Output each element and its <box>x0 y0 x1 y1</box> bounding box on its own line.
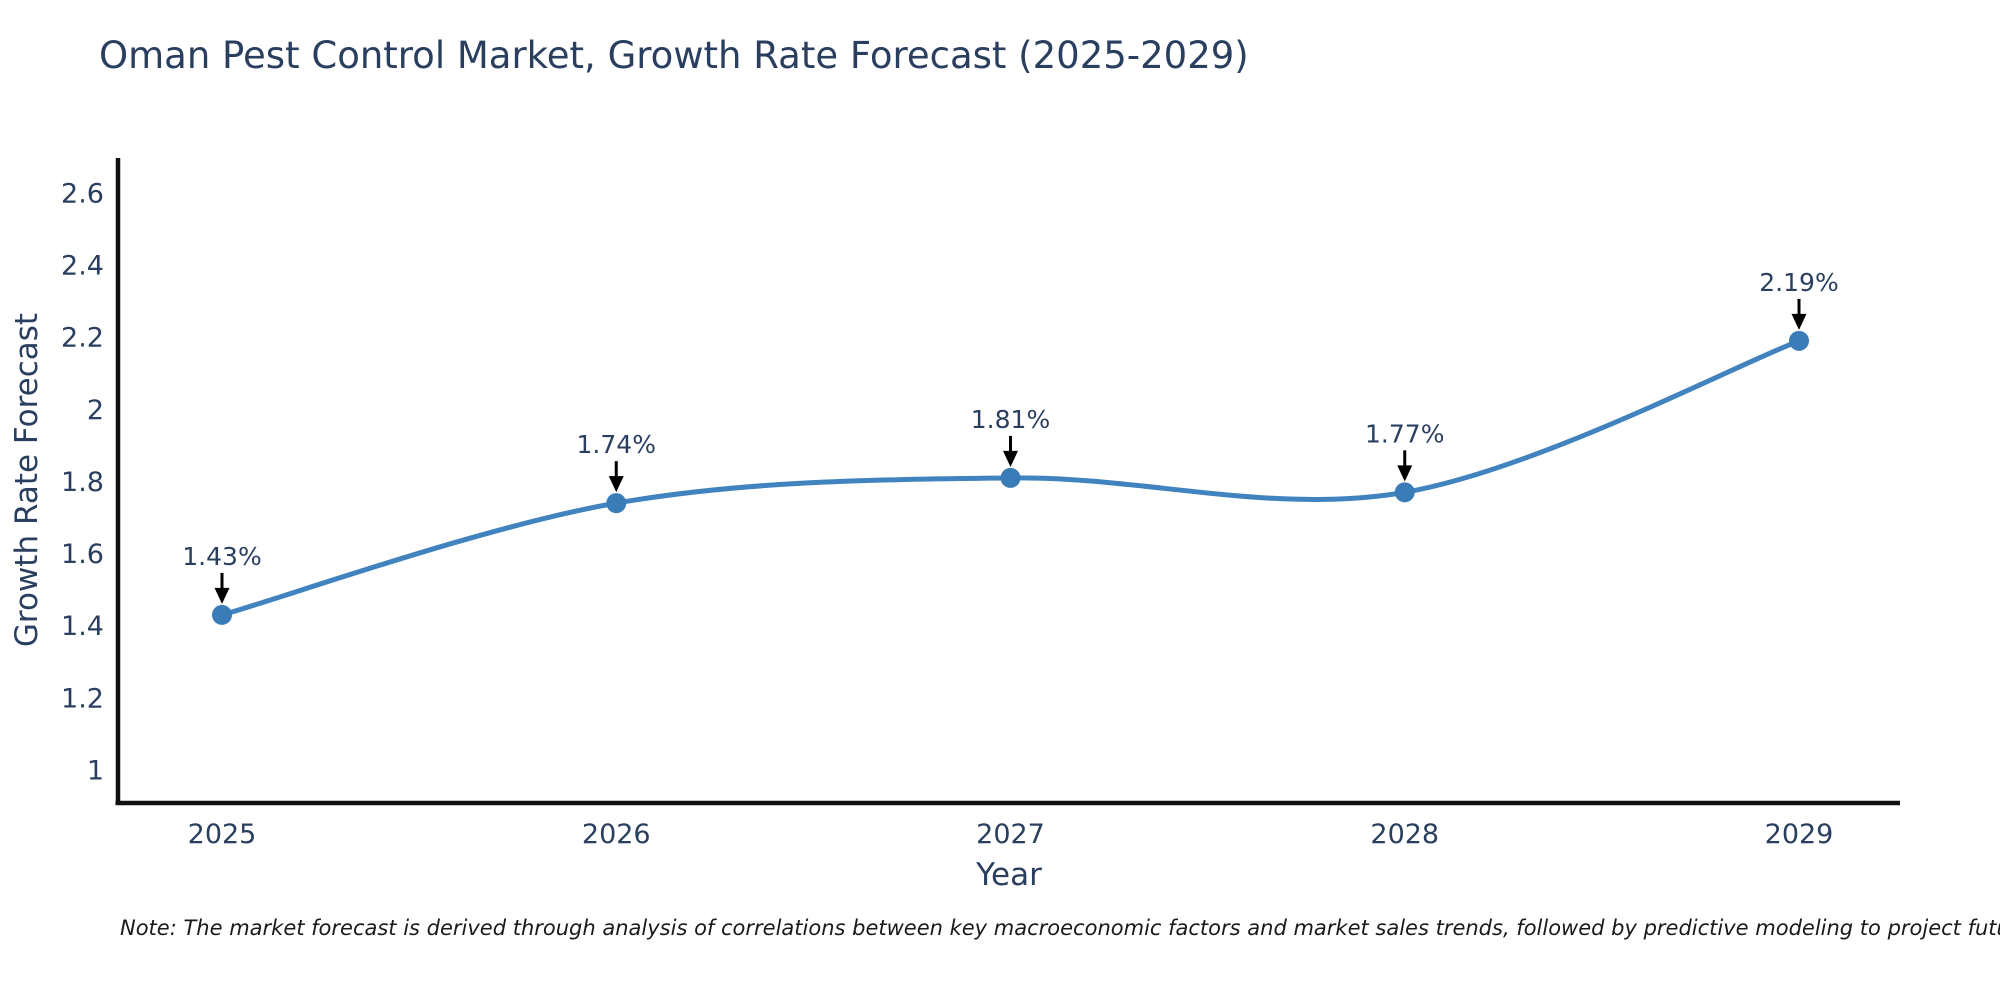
x-tick-label: 2025 <box>188 819 257 850</box>
y-tick-label: 2.2 <box>61 323 104 354</box>
annotation-arrow-head <box>1003 450 1018 467</box>
point-value-label: 1.81% <box>971 405 1050 434</box>
footnote: Note: The market forecast is derived thr… <box>120 916 2000 940</box>
x-tick-label: 2029 <box>1765 819 1834 850</box>
point-value-label: 1.77% <box>1365 419 1444 448</box>
chart-title: Oman Pest Control Market, Growth Rate Fo… <box>99 34 1249 77</box>
x-axis-title: Year <box>976 857 1042 893</box>
data-point-marker <box>1394 482 1415 503</box>
y-tick-label: 2 <box>87 395 104 426</box>
x-tick-label: 2028 <box>1370 819 1439 850</box>
annotation-arrow-head <box>1397 465 1413 482</box>
y-tick-label: 1 <box>87 755 104 786</box>
point-value-label: 1.43% <box>182 542 261 571</box>
point-value-label: 2.19% <box>1759 268 1838 297</box>
data-point-marker <box>1789 330 1809 351</box>
annotation-arrow-head <box>1791 313 1807 330</box>
y-tick-label: 1.6 <box>61 539 104 570</box>
y-tick-label: 1.2 <box>61 683 104 714</box>
data-point-marker <box>606 493 627 514</box>
data-point-marker <box>1000 467 1021 488</box>
annotation-arrow-head <box>214 587 230 604</box>
y-tick-label: 2.6 <box>61 178 104 209</box>
y-tick-label: 2.4 <box>61 251 104 282</box>
point-value-label: 1.74% <box>577 430 656 459</box>
y-axis-title: Growth Rate Forecast <box>9 312 45 648</box>
x-tick-label: 2026 <box>582 819 651 850</box>
y-tick-label: 1.8 <box>61 467 104 498</box>
y-tick-label: 1.4 <box>61 611 104 642</box>
x-tick-label: 2027 <box>976 819 1045 850</box>
annotation-arrow-head <box>608 476 624 493</box>
data-point-marker <box>212 604 232 625</box>
